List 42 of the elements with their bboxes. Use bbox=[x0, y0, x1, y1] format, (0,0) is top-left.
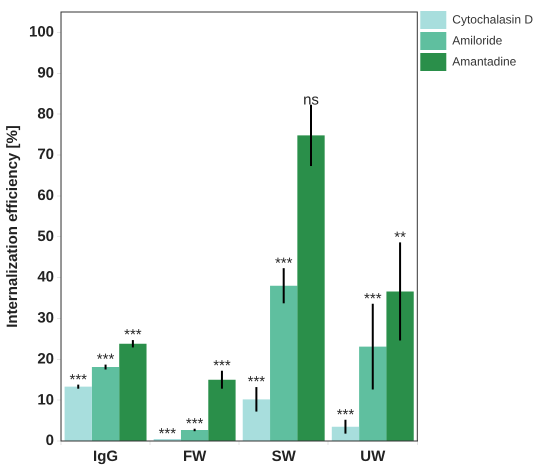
legend-label: Cytochalasin D bbox=[452, 12, 534, 26]
bar bbox=[270, 286, 298, 440]
annotation: ** bbox=[394, 229, 406, 246]
y-tick-label: 100 bbox=[28, 24, 54, 41]
bar bbox=[180, 430, 208, 440]
bar bbox=[386, 291, 414, 440]
x-tick-label: IgG bbox=[93, 448, 118, 466]
bar bbox=[119, 344, 147, 440]
legend-label: Amiloride bbox=[452, 33, 503, 48]
x-tick-label: SW bbox=[272, 448, 297, 466]
annotation: *** bbox=[158, 426, 176, 443]
y-tick-label: 10 bbox=[37, 391, 54, 408]
bar bbox=[332, 426, 360, 440]
annotation: *** bbox=[274, 254, 293, 272]
y-tick-label: 20 bbox=[37, 350, 54, 368]
annotation: *** bbox=[248, 374, 266, 391]
annotation: *** bbox=[124, 326, 142, 344]
y-tick-label: 70 bbox=[37, 146, 54, 164]
y-tick-label: 90 bbox=[37, 64, 54, 82]
y-tick-label: 30 bbox=[37, 310, 54, 327]
annotation: *** bbox=[69, 371, 88, 388]
y-tick-label: 60 bbox=[37, 187, 54, 204]
bar bbox=[297, 135, 325, 440]
bar bbox=[242, 399, 270, 440]
annotation: *** bbox=[213, 357, 231, 374]
x-tick-label: UW bbox=[360, 448, 386, 466]
annotation: *** bbox=[336, 406, 354, 424]
x-tick-label: FW bbox=[182, 448, 208, 466]
y-tick-label: 40 bbox=[37, 268, 54, 286]
bar bbox=[64, 386, 92, 440]
y-axis-title: Internalization efficiency [%] bbox=[4, 125, 22, 328]
y-tick-label: 80 bbox=[37, 105, 54, 122]
y-tick-label: 0 bbox=[46, 432, 54, 450]
annotation: *** bbox=[186, 415, 204, 432]
annotation: ns bbox=[303, 91, 319, 108]
bar bbox=[208, 380, 236, 440]
annotation: *** bbox=[96, 351, 114, 368]
legend-label: Amantadine bbox=[452, 54, 517, 68]
y-tick-label: 50 bbox=[37, 228, 54, 245]
annotation: *** bbox=[364, 290, 382, 308]
bar bbox=[92, 367, 120, 440]
bar bbox=[359, 346, 386, 440]
